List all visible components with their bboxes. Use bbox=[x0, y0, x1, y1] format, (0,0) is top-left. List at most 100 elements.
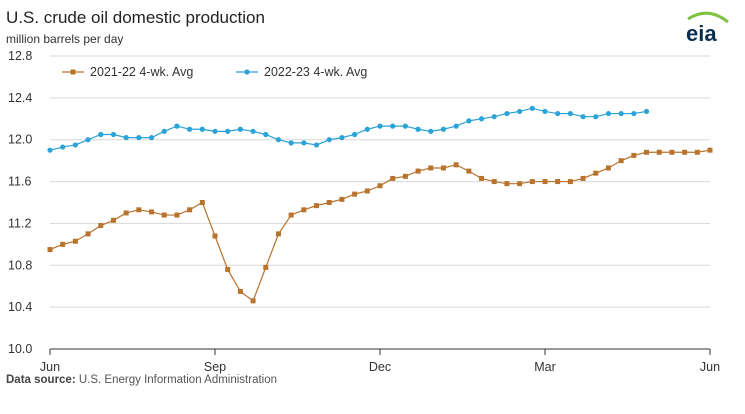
x-tick-label: Jun bbox=[700, 360, 720, 374]
data-point bbox=[390, 123, 396, 129]
data-point bbox=[618, 110, 624, 117]
series-0 bbox=[47, 147, 713, 304]
data-point bbox=[326, 137, 332, 143]
data-point bbox=[656, 149, 662, 155]
data-point bbox=[580, 175, 586, 181]
data-point bbox=[275, 137, 282, 143]
data-point bbox=[225, 128, 231, 134]
legend-label: 2021-22 4-wk. Avg bbox=[90, 65, 193, 79]
data-point bbox=[707, 147, 713, 153]
data-point bbox=[301, 207, 307, 213]
y-tick-label: 12.4 bbox=[8, 91, 32, 105]
data-point bbox=[644, 149, 650, 155]
data-point bbox=[415, 126, 421, 132]
data-point bbox=[402, 173, 408, 179]
x-tick-label: Jun bbox=[40, 360, 60, 374]
data-point bbox=[60, 144, 66, 150]
data-point bbox=[364, 188, 370, 194]
data-point bbox=[504, 181, 510, 187]
source-note: Data source: U.S. Energy Information Adm… bbox=[6, 374, 277, 386]
data-point bbox=[415, 168, 421, 174]
grid-lines bbox=[50, 55, 710, 308]
data-point bbox=[47, 147, 53, 153]
data-point bbox=[428, 165, 434, 171]
source-label: Data source: bbox=[6, 374, 76, 386]
data-point bbox=[98, 131, 104, 138]
data-point bbox=[47, 247, 53, 253]
data-point bbox=[567, 179, 573, 185]
data-point bbox=[148, 135, 155, 141]
data-point bbox=[187, 207, 193, 213]
data-point bbox=[593, 114, 599, 120]
data-point bbox=[453, 123, 459, 129]
y-tick-labels: 10.0 10.4 10.8 11.2 11.6 12.0 12.4 12.8 bbox=[8, 49, 32, 356]
data-point bbox=[440, 126, 447, 132]
data-point bbox=[428, 128, 434, 134]
y-tick-label: 12.8 bbox=[8, 49, 32, 63]
source-text: U.S. Energy Information Administration bbox=[78, 374, 278, 386]
legend-swatch-marker bbox=[70, 69, 76, 75]
x-tick-label: Dec bbox=[369, 360, 391, 374]
legend: 2021-22 4-wk. Avg 2022-23 4-wk. Avg bbox=[62, 65, 367, 79]
data-point bbox=[149, 209, 155, 215]
data-point bbox=[517, 181, 523, 187]
data-point bbox=[123, 210, 129, 216]
data-point bbox=[504, 110, 510, 117]
logo-text: eia bbox=[686, 21, 717, 44]
data-point bbox=[529, 179, 535, 185]
data-point bbox=[237, 288, 243, 294]
chart-title: U.S. crude oil domestic production bbox=[6, 8, 265, 27]
data-point bbox=[643, 108, 650, 115]
data-point bbox=[72, 142, 78, 148]
data-point bbox=[174, 212, 180, 218]
legend-label: 2022-23 4-wk. Avg bbox=[264, 65, 367, 79]
data-point bbox=[605, 165, 611, 171]
data-point bbox=[187, 126, 193, 132]
chart-subtitle: million barrels per day bbox=[6, 32, 124, 46]
legend-swatch-marker bbox=[244, 69, 250, 75]
data-point bbox=[567, 110, 573, 117]
data-point bbox=[237, 126, 243, 132]
data-point bbox=[478, 116, 485, 122]
data-point bbox=[339, 196, 345, 202]
data-point bbox=[85, 231, 91, 237]
data-point bbox=[466, 118, 472, 124]
y-tick-label: 12.0 bbox=[8, 133, 32, 147]
data-point bbox=[491, 179, 497, 185]
data-point bbox=[631, 110, 637, 117]
series-1 bbox=[47, 105, 650, 153]
data-point bbox=[110, 131, 117, 138]
logo-arc bbox=[687, 11, 729, 24]
data-point bbox=[174, 123, 180, 129]
data-point bbox=[98, 223, 104, 229]
data-point bbox=[491, 114, 497, 120]
x-tick-labels: Jun Sep Dec Mar Jun bbox=[40, 360, 720, 374]
legend-item-1: 2022-23 4-wk. Avg bbox=[236, 65, 367, 79]
data-point bbox=[288, 140, 294, 146]
data-point bbox=[440, 165, 446, 171]
data-point bbox=[479, 175, 485, 181]
series bbox=[47, 105, 713, 304]
data-point bbox=[212, 233, 218, 239]
data-point bbox=[60, 241, 66, 247]
data-point bbox=[390, 175, 396, 181]
data-point bbox=[161, 212, 167, 218]
data-point bbox=[263, 131, 269, 138]
data-point bbox=[288, 212, 294, 218]
data-point bbox=[605, 110, 612, 117]
data-point bbox=[682, 149, 688, 155]
data-point bbox=[580, 114, 586, 120]
data-point bbox=[618, 158, 624, 164]
data-point bbox=[466, 168, 472, 174]
data-point bbox=[72, 238, 78, 244]
data-point bbox=[542, 179, 548, 185]
data-point bbox=[212, 128, 218, 134]
data-point bbox=[263, 264, 269, 270]
data-point bbox=[352, 191, 358, 197]
axes bbox=[49, 348, 711, 355]
data-point bbox=[275, 231, 281, 237]
x-tick-label: Sep bbox=[204, 360, 226, 374]
data-point bbox=[593, 170, 599, 176]
data-point bbox=[631, 152, 637, 158]
